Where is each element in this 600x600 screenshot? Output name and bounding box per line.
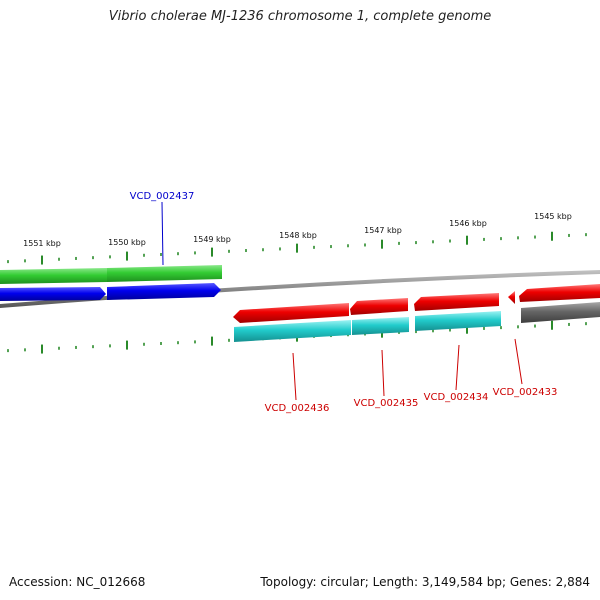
leader-line — [381, 349, 385, 397]
gene-block-green[interactable] — [0, 268, 107, 284]
outer-tick-row — [7, 231, 587, 265]
kbp-label: 1551 kbp — [23, 239, 61, 248]
gene-label-vcd-002433[interactable]: VCD_002433 — [493, 387, 558, 398]
cds-arrow-vcd-002435[interactable] — [350, 298, 408, 315]
cds-arrow-vcd-002436[interactable] — [233, 303, 349, 323]
kbp-label: 1549 kbp — [193, 235, 231, 244]
forward-cds-track — [0, 283, 221, 301]
gene-block-cyan[interactable] — [352, 317, 409, 335]
backbone-ring — [0, 270, 600, 308]
gene-block-gray[interactable] — [521, 302, 600, 323]
map-title: Vibrio cholerae MJ-1236 chromosome 1, co… — [108, 9, 492, 24]
gene-label-vcd-002434[interactable]: VCD_002434 — [424, 392, 489, 403]
accession-text: Accession: NC_012668 — [9, 575, 146, 589]
gene-label-vcd-002436[interactable]: VCD_002436 — [265, 403, 330, 414]
kbp-label: 1548 kbp — [279, 231, 317, 240]
reverse-gene-track — [234, 302, 600, 342]
leader-line — [161, 201, 164, 266]
reverse-cds-track — [233, 284, 600, 323]
leader-line — [455, 344, 460, 391]
cds-arrow-vcd-002434[interactable] — [414, 293, 499, 311]
gene-block-green[interactable] — [107, 265, 222, 282]
gene-label-vcd-002435[interactable]: VCD_002435 — [354, 398, 419, 409]
kbp-label: 1547 kbp — [364, 226, 402, 235]
leader-line — [292, 352, 297, 401]
gene-label-vcd-002437[interactable]: VCD_002437 — [130, 191, 195, 202]
gene-block-cyan[interactable] — [234, 320, 351, 342]
kbp-label: 1546 kbp — [449, 219, 487, 228]
cds-arrow-blue[interactable] — [0, 287, 106, 301]
callout-lines — [161, 201, 523, 401]
kbp-labels: 1551 kbp 1550 kbp 1549 kbp 1548 kbp 1547… — [23, 212, 572, 248]
forward-gene-track — [0, 265, 222, 284]
cds-arrow-vcd-002437[interactable] — [107, 283, 221, 300]
kbp-label: 1545 kbp — [534, 212, 572, 221]
cds-arrow-vcd-002433[interactable] — [508, 291, 515, 304]
cds-arrow-red[interactable] — [519, 284, 600, 302]
gene-labels: VCD_002437 VCD_002436 VCD_002435 VCD_002… — [130, 191, 558, 414]
gene-block-cyan[interactable] — [415, 311, 501, 331]
kbp-label: 1550 kbp — [108, 238, 146, 247]
summary-text: Topology: circular; Length: 3,149,584 bp… — [260, 575, 590, 589]
leader-line — [514, 338, 523, 385]
